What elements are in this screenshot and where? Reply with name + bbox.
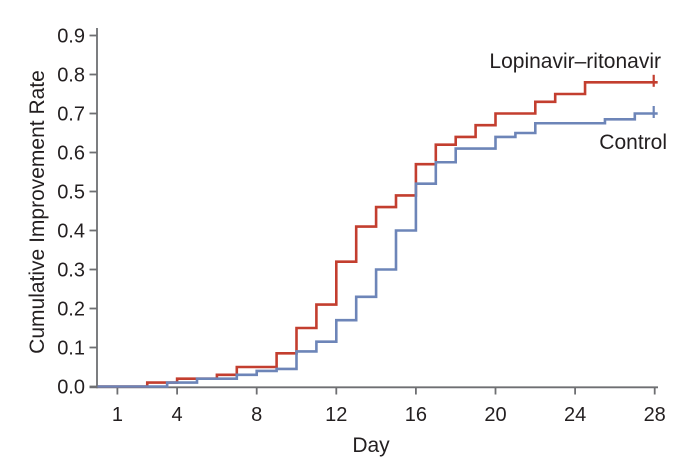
y-tick-label: 0.3 — [57, 260, 85, 282]
x-tick-label: 4 — [172, 404, 183, 426]
y-axis-title: Cumulative Improvement Rate — [26, 70, 49, 354]
x-tick-label: 20 — [484, 404, 506, 426]
y-tick-label: 0.8 — [57, 65, 85, 87]
y-tick-label: 0.7 — [57, 104, 85, 126]
y-tick-label: 0.2 — [57, 299, 85, 321]
y-tick-label: 0.6 — [57, 143, 85, 165]
x-tick-label: 16 — [405, 404, 427, 426]
series-label-control: Control — [599, 131, 667, 154]
x-tick-label: 24 — [564, 404, 586, 426]
x-tick-label: 28 — [644, 404, 666, 426]
lopinavir-ritonavir-curve — [97, 81, 658, 388]
series-curves — [97, 74, 658, 388]
x-axis-title: Day — [352, 434, 390, 457]
x-tick-label: 8 — [251, 404, 262, 426]
y-tick-label: 0.9 — [57, 26, 85, 48]
y-tick-label: 0.0 — [57, 377, 85, 399]
axes: 0.0 0.1 0.2 0.3 0.4 0.5 0.6 0.7 0.8 0.9 1 4 8 12 16 20 2… — [57, 26, 666, 427]
x-tick-label: 12 — [325, 404, 347, 426]
control-curve — [97, 112, 658, 388]
x-tick-label: 1 — [112, 404, 123, 426]
y-tick-label: 0.5 — [57, 182, 85, 204]
y-tick-label: 0.1 — [57, 338, 85, 360]
y-tick-label: 0.4 — [57, 221, 85, 243]
series-label-lopinavir-ritonavir: Lopinavir–ritonavir — [489, 50, 661, 73]
